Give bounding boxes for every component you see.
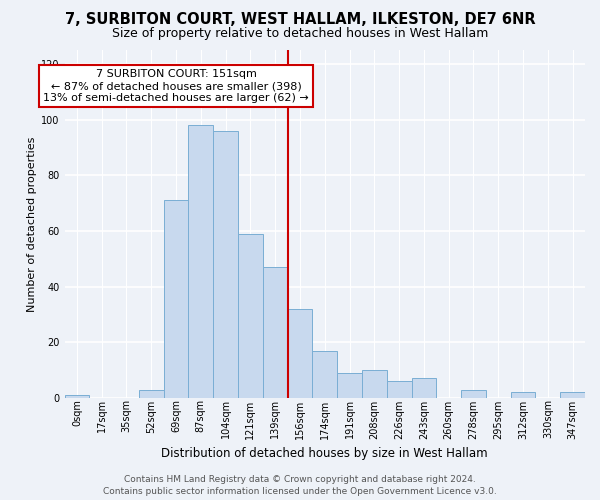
Y-axis label: Number of detached properties: Number of detached properties <box>27 136 37 312</box>
Text: 7, SURBITON COURT, WEST HALLAM, ILKESTON, DE7 6NR: 7, SURBITON COURT, WEST HALLAM, ILKESTON… <box>65 12 535 28</box>
Bar <box>362 370 387 398</box>
Bar <box>560 392 585 398</box>
Bar <box>387 381 412 398</box>
Bar <box>263 267 287 398</box>
Bar <box>461 390 486 398</box>
Bar <box>313 350 337 398</box>
Bar <box>188 125 213 398</box>
Bar <box>238 234 263 398</box>
Bar <box>287 309 313 398</box>
Bar <box>139 390 164 398</box>
Text: Size of property relative to detached houses in West Hallam: Size of property relative to detached ho… <box>112 28 488 40</box>
X-axis label: Distribution of detached houses by size in West Hallam: Distribution of detached houses by size … <box>161 447 488 460</box>
Bar <box>213 130 238 398</box>
Bar <box>412 378 436 398</box>
Bar <box>337 373 362 398</box>
Text: Contains HM Land Registry data © Crown copyright and database right 2024.
Contai: Contains HM Land Registry data © Crown c… <box>103 474 497 496</box>
Bar <box>511 392 535 398</box>
Bar <box>65 395 89 398</box>
Bar <box>164 200 188 398</box>
Text: 7 SURBITON COURT: 151sqm
← 87% of detached houses are smaller (398)
13% of semi-: 7 SURBITON COURT: 151sqm ← 87% of detach… <box>43 70 309 102</box>
